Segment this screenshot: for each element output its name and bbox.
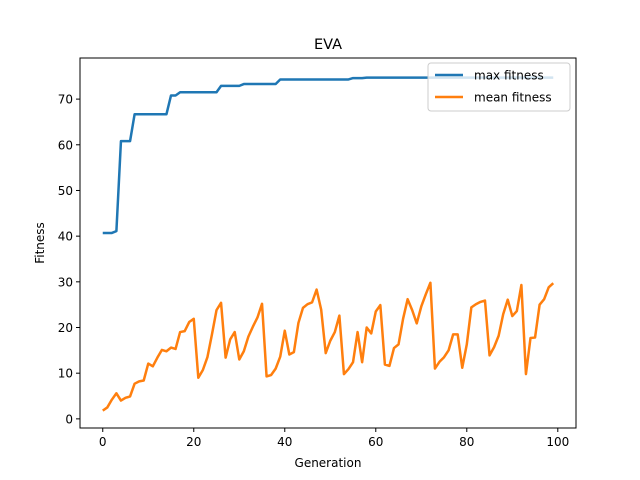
legend-box	[427, 62, 571, 112]
legend: max fitness mean fitness	[427, 62, 571, 112]
y-tick-label: 30	[58, 275, 73, 289]
y-tick-label: 40	[58, 230, 73, 244]
chart-title: EVA	[314, 37, 342, 53]
axes-frame	[79, 57, 577, 429]
x-tick-label: 20	[186, 435, 201, 449]
y-axis: 0 10 20 30 40 50 60 70	[58, 93, 80, 426]
series-layer	[102, 76, 555, 412]
y-tick-label: 0	[65, 412, 73, 426]
x-axis-label: Generation	[295, 456, 362, 470]
x-tick-label: 0	[99, 435, 107, 449]
series-line-mean-fitness	[102, 281, 555, 412]
legend-label-mean-fitness: mean fitness	[474, 91, 552, 105]
y-tick-label: 60	[58, 138, 73, 152]
y-tick-label: 50	[58, 184, 73, 198]
x-axis: 0 20 40 60 80 100	[99, 428, 569, 449]
x-tick-label: 100	[546, 435, 569, 449]
x-tick-label: 40	[277, 435, 292, 449]
y-axis-label: Fitness	[33, 222, 47, 264]
y-tick-label: 10	[58, 367, 73, 381]
y-tick-label: 20	[58, 321, 73, 335]
y-tick-label: 70	[58, 93, 73, 107]
legend-label-max-fitness: max fitness	[474, 69, 544, 83]
x-tick-label: 80	[459, 435, 474, 449]
x-tick-label: 60	[368, 435, 383, 449]
